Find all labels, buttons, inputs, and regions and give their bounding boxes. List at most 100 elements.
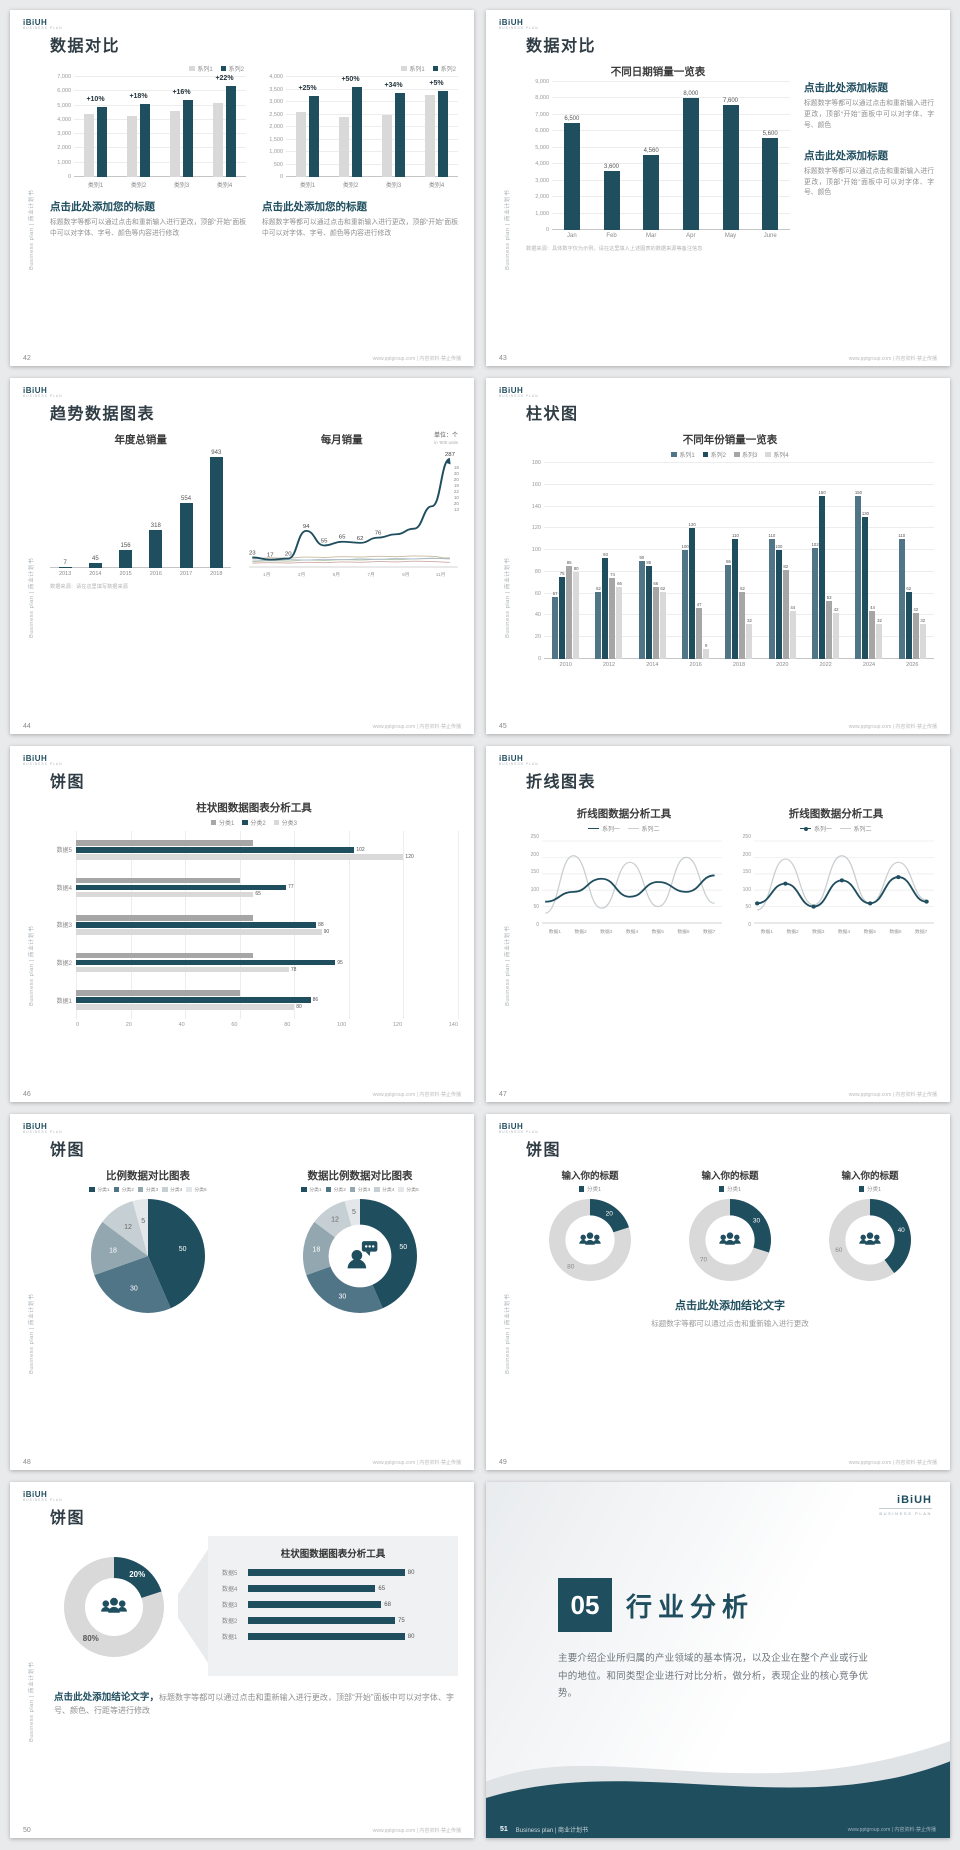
x-axis: 2010 2012 2014 2016 2018 2020 2022 2024 2026 [544,662,934,668]
chart-body: 7 45 156 318 554 943 [50,450,232,568]
logo-subtext: BUSINESS PLAN [23,1130,63,1135]
bar-row [76,877,458,884]
bar: 86 [725,559,732,659]
bar-track: 65 [248,1585,444,1592]
slide-48[interactable]: iBiUH BUSINESS PLAN Business plan | 商业计划… [10,1114,474,1470]
logo-subtext: BUSINESS PLAN [879,1508,932,1516]
x-tick: 7月 [367,573,375,578]
gridline [552,163,790,165]
sidebar-label: Business plan | 商业计划书 [505,189,511,270]
bar-value: 90 [323,928,330,935]
category-label: 数据3 [56,923,72,930]
bar-value: 90 [639,555,645,560]
sidebar-label: Business plan | 商业计划书 [29,1293,35,1374]
panel-bar-row: 数据2 75 [222,1616,444,1625]
slide-45[interactable]: iBiUH BUSINESS PLAN Business plan | 商业计划… [486,378,950,734]
x-tick: 类别1 [87,183,104,189]
panel-bar-row: 数据1 80 [222,1632,444,1641]
bar-row [76,840,458,846]
legend-item: 系列2 [702,450,726,459]
legend-swatch [186,1186,192,1193]
legend-label: 系列一 [813,827,832,833]
legend-swatch [800,826,812,831]
legend-item: 分类1 [89,1186,110,1193]
legend-swatch [671,451,677,458]
slide-footer: 48 www.pptgroup.com | 内容资料·禁止传播 [23,1459,461,1466]
column-chart: 年度总销量 7 45 156 318 554 943 2013 2014 2015 2016 2017… [50,432,232,577]
bar-value: 120 [688,522,696,528]
chart-header: 折线图数据分析工具 [526,806,722,821]
x-tick: 数据4 [837,930,851,935]
bar: 66 [616,581,623,659]
bar: 44 [869,605,876,659]
bar: 150 [819,490,826,659]
page-number: 43 [499,355,507,362]
gridline [544,549,934,551]
donut-chart: 输入你的标题 分类1 30 70 [666,1168,794,1285]
svg-text:287: 287 [445,452,455,458]
bar-value: 8,000 [683,91,699,98]
x-tick: 2013 [58,571,72,577]
plot-area: 23 17 20 94 55 65 62 76 287 18 20 20 19 22 10 20 13 [249,450,459,568]
bar [76,952,254,959]
bar-value: 65 [255,891,261,898]
page-number: 42 [23,355,31,362]
bar-group: 88 90 [76,915,458,935]
category-axis: 数据5 数据4 数据3 数据2 数据1 [50,831,76,1019]
bar: 100 [775,544,782,659]
x-tick: 20 [125,1022,132,1028]
text-block: 点击此处添加标题 标题数字等都可以通过点击和重新输入进行更改，顶部“开始”面板中… [804,80,934,132]
slide-47[interactable]: iBiUH BUSINESS PLAN Business plan | 商业计划… [486,746,950,1102]
block-heading: 点击此处添加标题 [804,149,888,162]
slide-51[interactable]: iBiUH BUSINESS PLAN 05 行业分析 主要介绍企业所归属的产业… [486,1482,950,1838]
gridline [286,76,458,77]
plot-area [754,837,934,925]
bar [76,959,336,966]
slide-49[interactable]: iBiUH BUSINESS PLAN Business plan | 商业计划… [486,1114,950,1470]
legend-item: 系列2 [220,64,244,73]
baseline [50,567,232,568]
panel-bar-row: 数据3 68 [222,1600,444,1609]
bar: 943 [209,450,223,568]
legend-label: 系列二 [853,827,872,833]
slide-50[interactable]: iBiUH BUSINESS PLAN Business plan | 商业计划… [10,1482,474,1838]
svg-text:60: 60 [835,1247,843,1254]
logo-subtext: BUSINESS PLAN [499,26,539,31]
legend-swatch [765,451,771,458]
bar [309,95,319,177]
legend-item: 系列4 [765,450,789,459]
slide-footer: 49 www.pptgroup.com | 内容资料·禁止传播 [499,1459,937,1466]
slide-43[interactable]: iBiUH BUSINESS PLAN Business plan | 商业计划… [486,10,950,366]
logo-subtext: BUSINESS PLAN [23,26,63,31]
bar-value: 100 [681,544,689,550]
legend-label: 系列2 [440,67,456,73]
legend-label: 分类1 [218,821,235,827]
slide-44[interactable]: iBiUH BUSINESS PLAN Business plan | 商业计划… [10,378,474,734]
bar-group: 554 [171,450,201,568]
svg-text:12: 12 [331,1217,339,1224]
legend-label: 系列2 [710,453,726,459]
svg-text:5: 5 [352,1209,356,1216]
annual-sales-chart-area: 年度总销量 7 45 156 318 554 943 2013 2014 2015 2016 2017… [50,432,232,590]
x-tick: 类别2 [130,183,147,189]
bar: 110 [898,533,905,659]
x-axis: 数据1 数据2 数据3 数据4 数据5 数据6 数据7 [542,928,722,935]
line-chart: 折线图数据分析工具 系列一 系列二 250 200 150 100 50 0 数据1 数据2 数据3 数… [526,806,722,935]
slide-content: 柱状图 不同年份销量一览表 系列1 系列2 系列3 系列4 180 160 140 120 100… [526,400,934,718]
legend: 系列一 系列二 [528,824,720,833]
chart-header: 比例数据对比图表 [50,1168,246,1183]
legend-label: 分类2 [333,1188,346,1193]
bar-value: 78 [290,966,297,973]
slide-42[interactable]: iBiUH BUSINESS PLAN Business plan | 商业计划… [10,10,474,366]
x-tick: 2012 [602,662,616,668]
legend: 分类1 [528,1185,652,1193]
plot-area: 6,500 3,600 4,560 8,000 7,600 5,600 [552,81,790,230]
slide-46[interactable]: iBiUH BUSINESS PLAN Business plan | 商业计划… [10,746,474,1102]
bar-group: 90 85 66 62 [631,463,674,659]
legend-item: 系列一 [588,824,620,833]
gridline [74,161,246,163]
annotation: +10% [86,96,105,103]
block-body: 标题数字等都可以通过点击和重新输入进行更改，顶部“开始”面板中可以对字体、字号、… [262,219,458,237]
text-block: 点击此处添加您的标题 标题数字等都可以通过点击和重新输入进行更改，顶部“开始”面… [262,199,458,240]
monthly-sales-chart-area: 每月销量 单位：个 in '000 units 23 17 20 94 55 65 62 76 287… [249,432,459,590]
